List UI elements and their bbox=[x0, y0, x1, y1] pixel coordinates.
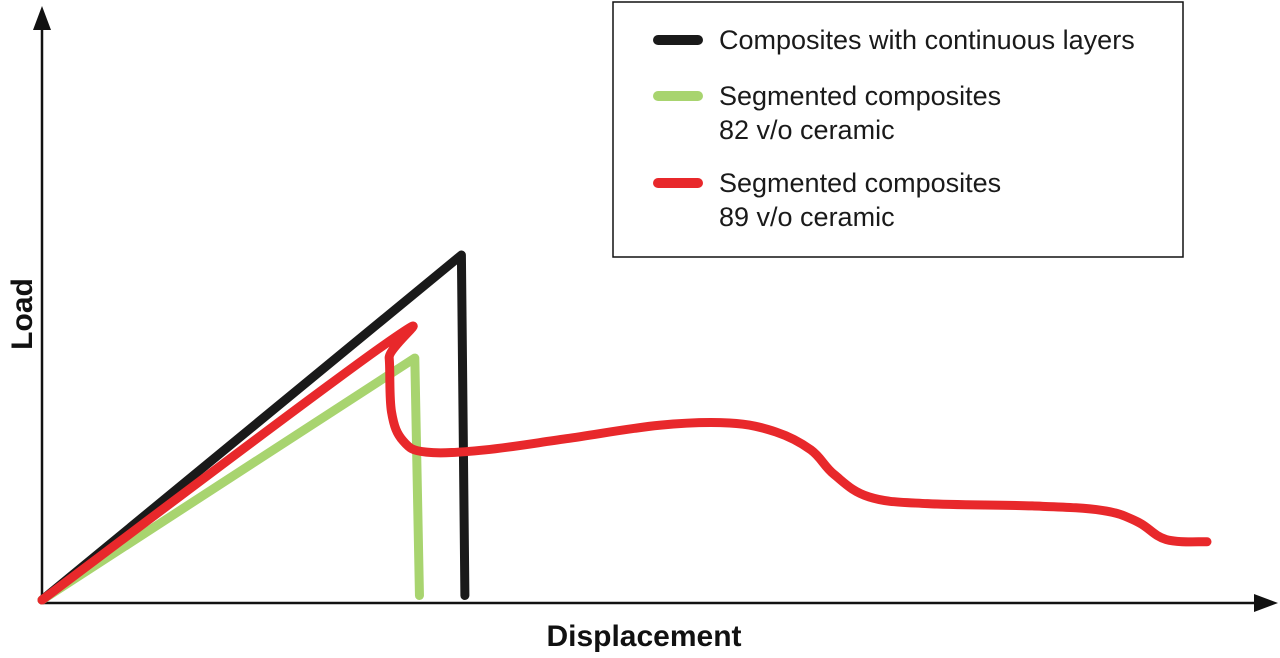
x-axis-arrow bbox=[1254, 594, 1278, 612]
series-line-2 bbox=[37, 353, 424, 605]
legend-label-1: Composites with continuous layers bbox=[719, 25, 1135, 55]
legend: Composites with continuous layers Segment… bbox=[612, 1, 1184, 258]
series-line-3 bbox=[37, 321, 1212, 605]
legend-label-3: Segmented composites 89 v/o ceramic bbox=[719, 168, 1001, 232]
series-line-1 bbox=[37, 250, 470, 605]
legend-box bbox=[612, 1, 1184, 258]
x-axis-title: Displacement bbox=[546, 620, 741, 653]
y-axis-title: Load bbox=[6, 278, 39, 350]
y-axis-arrow bbox=[33, 6, 51, 30]
legend-label-2: Segmented composites 82 v/o ceramic bbox=[719, 81, 1001, 145]
series-layer bbox=[37, 250, 1212, 605]
